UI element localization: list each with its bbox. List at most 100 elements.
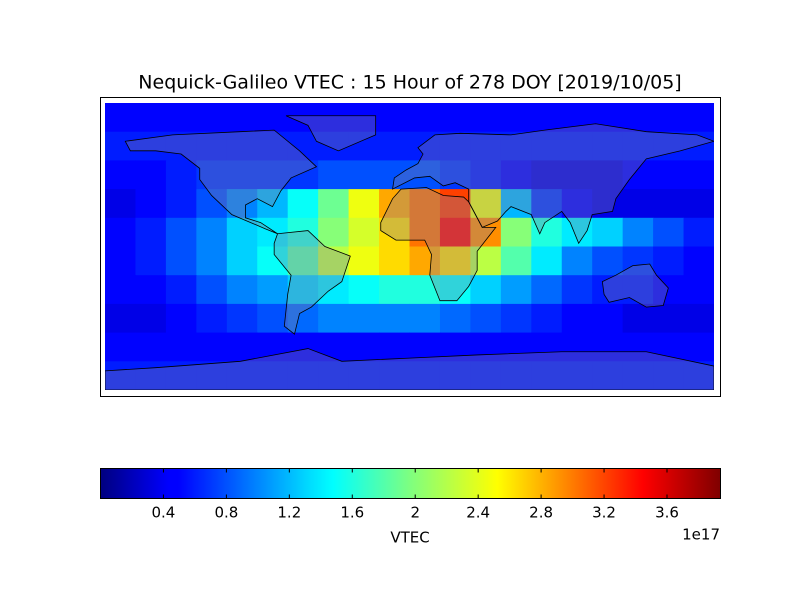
cell (683, 189, 714, 219)
cell (196, 361, 228, 390)
cell (287, 246, 319, 276)
cell (439, 246, 471, 276)
cell (561, 361, 593, 390)
cell (287, 103, 319, 133)
cell (379, 303, 410, 334)
cell (622, 361, 654, 390)
cell (226, 332, 258, 362)
cell (135, 103, 167, 133)
cell (348, 303, 380, 334)
cell (531, 189, 563, 219)
cell (439, 361, 471, 390)
cell (653, 189, 685, 219)
cell (683, 303, 714, 334)
cell (439, 103, 471, 133)
land (105, 348, 714, 390)
cell (226, 246, 258, 276)
cell (257, 160, 289, 190)
cell (287, 189, 319, 219)
cell (531, 103, 563, 133)
cell (196, 303, 228, 334)
cell (379, 189, 410, 219)
cell (105, 103, 136, 133)
cell (318, 189, 350, 219)
cell (348, 217, 380, 247)
cell (439, 332, 471, 362)
cell (683, 275, 714, 305)
cell (470, 332, 502, 362)
cell (196, 103, 228, 133)
cell (622, 303, 654, 334)
cell (653, 103, 685, 133)
cell (653, 246, 685, 276)
cell (165, 275, 197, 305)
cell (318, 361, 350, 390)
cell (592, 246, 624, 276)
cell (561, 246, 593, 276)
cell (379, 160, 410, 190)
colorbar-tick-label: 2 (410, 504, 420, 522)
cell (683, 160, 714, 190)
cell (348, 189, 380, 219)
cell (379, 332, 410, 362)
cell (622, 103, 654, 133)
cell (105, 303, 136, 334)
cell (500, 189, 532, 219)
cell (470, 246, 502, 276)
land (380, 187, 497, 302)
cell (439, 160, 471, 190)
cell (105, 361, 136, 390)
cell (287, 332, 319, 362)
cell (196, 217, 228, 247)
cell (470, 275, 502, 305)
cell (409, 131, 441, 161)
cell (196, 332, 228, 362)
cell (165, 160, 197, 190)
cell (379, 103, 410, 133)
cell (470, 160, 502, 190)
heatmap (105, 103, 714, 390)
cell (287, 303, 319, 334)
cell (226, 131, 258, 161)
cell (683, 217, 714, 247)
cell (561, 160, 593, 190)
cell (165, 332, 197, 362)
colorbar-label: VTEC (390, 529, 429, 547)
cell (348, 131, 380, 161)
colorbar-tick-label: 2.8 (529, 504, 553, 522)
cell (379, 275, 410, 305)
cell (196, 275, 228, 305)
cell (257, 246, 289, 276)
cell (561, 332, 593, 362)
cell (409, 217, 441, 247)
cell (196, 160, 228, 190)
cell (683, 103, 714, 133)
colorbar-tick-label: 2.4 (466, 504, 490, 522)
cell (470, 131, 502, 161)
colorbar-tick-label: 1.2 (277, 504, 301, 522)
cell (653, 275, 685, 305)
cell (409, 303, 441, 334)
cell (500, 275, 532, 305)
cell (561, 189, 593, 219)
chart-title: Nequick-Galileo VTEC : 15 Hour of 278 DO… (138, 72, 681, 94)
cell (135, 303, 167, 334)
cell (135, 332, 167, 362)
cell (439, 303, 471, 334)
cell (653, 332, 685, 362)
cell (226, 275, 258, 305)
cell (531, 160, 563, 190)
cell (470, 217, 502, 247)
cell (379, 246, 410, 276)
cell (622, 332, 654, 362)
cell (531, 246, 563, 276)
cell (592, 303, 624, 334)
cell (409, 189, 441, 219)
cell (470, 103, 502, 133)
cell (287, 275, 319, 305)
cell (318, 246, 350, 276)
cell (348, 361, 380, 390)
cell (165, 217, 197, 247)
cell (135, 217, 167, 247)
